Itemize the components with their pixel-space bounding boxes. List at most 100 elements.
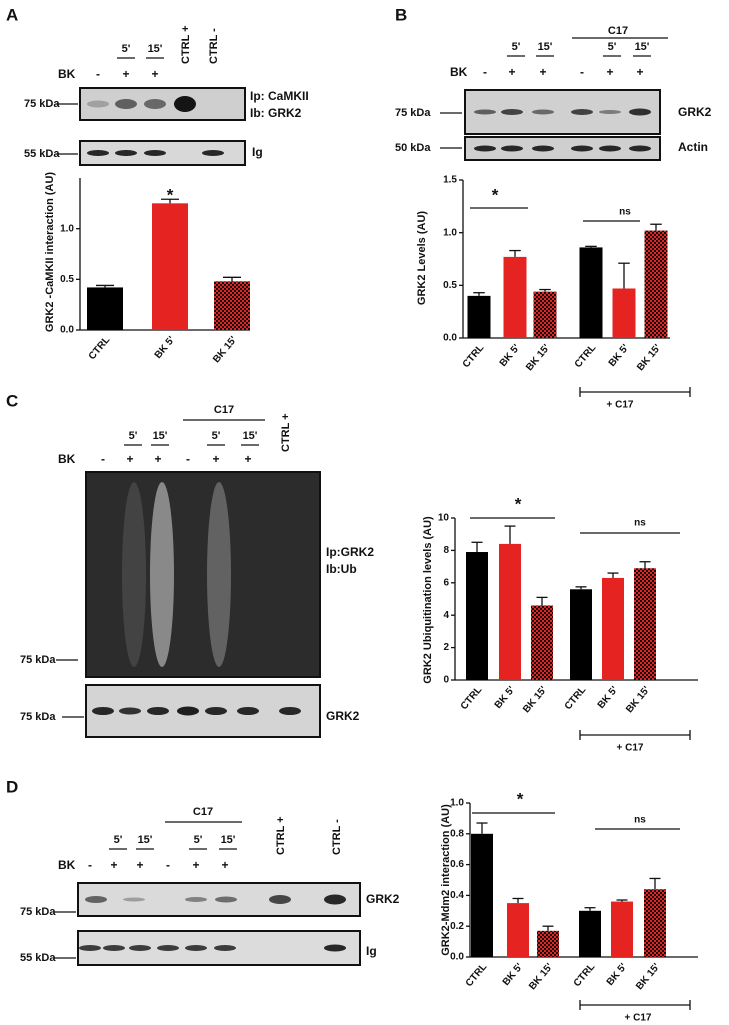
y-axis-label: GRK2 Ubiquitination levels (AU) (422, 516, 434, 684)
time-label: 5' (122, 43, 131, 55)
bar (537, 930, 559, 957)
band (177, 706, 199, 716)
band (202, 150, 224, 156)
lane-sign: + (212, 452, 219, 466)
x-tick-label: CTRL (573, 343, 599, 371)
marker-label: 75 kDa (395, 107, 431, 119)
marker-label: 75 kDa (24, 98, 60, 110)
x-tick-label: CTRL (464, 962, 490, 990)
band (85, 896, 107, 903)
band (474, 145, 496, 152)
bar (499, 543, 521, 680)
y-tick-label: 1.0 (60, 223, 74, 234)
annotation: * (517, 789, 524, 808)
group-label: C17 (608, 25, 628, 37)
y-tick-label: 0.6 (450, 859, 464, 870)
panel-letter: D (6, 777, 18, 796)
bar (87, 287, 123, 330)
marker-label: 50 kDa (395, 142, 431, 154)
band (157, 945, 179, 951)
lane-sign: + (126, 452, 133, 466)
probe-label: Ib: GRK2 (250, 106, 302, 120)
x-tick-label: BK 5' (596, 685, 621, 711)
lane-sign: + (110, 858, 117, 872)
band (532, 145, 554, 152)
lane-sign: + (192, 858, 199, 872)
lane-sign: + (636, 65, 643, 79)
bar (467, 295, 491, 338)
lane-sign: + (122, 67, 129, 81)
control-label: CTRL + (180, 25, 192, 64)
bar (503, 256, 527, 338)
x-tick-label: BK 15' (634, 962, 662, 993)
treatment-label: BK (450, 65, 468, 79)
band (571, 145, 593, 152)
time-label: 5' (212, 430, 221, 442)
band (150, 482, 174, 667)
x-tick-label: BK 15' (624, 685, 652, 716)
lane-sign: + (136, 858, 143, 872)
marker-label: 55 kDa (24, 148, 60, 160)
x-tick-label: BK 15' (527, 962, 555, 993)
bar (579, 247, 603, 338)
probe-label: GRK2 (366, 892, 400, 906)
control-label: CTRL - (208, 28, 220, 64)
bar (471, 833, 493, 957)
band (92, 707, 114, 715)
treatment-label: BK (58, 858, 76, 872)
probe-label: Ip:GRK2 (326, 545, 374, 559)
band (174, 96, 196, 112)
band (123, 897, 145, 902)
probe-label: Ig (366, 944, 377, 958)
y-tick-label: 1.0 (450, 798, 464, 809)
band (129, 945, 151, 951)
band (144, 150, 166, 156)
band (214, 945, 236, 951)
time-label: 15' (635, 41, 650, 53)
bar (466, 552, 488, 680)
panel-letter: B (395, 5, 407, 24)
lane-sign: - (101, 452, 105, 466)
y-tick-label: 10 (438, 513, 450, 524)
y-tick-label: 1.0 (443, 227, 457, 238)
probe-label: Actin (678, 140, 708, 154)
time-label: 15' (153, 430, 168, 442)
annotation: ns (619, 207, 631, 218)
y-tick-label: 0.2 (450, 921, 464, 932)
probe-label: Ig (252, 145, 263, 159)
y-axis-label: GRK2 -CaMKII interaction (AU) (44, 172, 56, 332)
band (87, 100, 109, 108)
group-label: C17 (193, 806, 213, 818)
bar (570, 589, 592, 680)
y-tick-label: 1.5 (443, 175, 457, 186)
lane-sign: + (508, 65, 515, 79)
probe-label: Ib:Ub (326, 562, 357, 576)
lane-sign: + (244, 452, 251, 466)
panel-letter: C (6, 391, 18, 410)
probe-label: Ip: CaMKII (250, 89, 309, 103)
band (501, 145, 523, 152)
bar (611, 901, 633, 957)
lane-sign: + (539, 65, 546, 79)
y-tick-label: 8 (443, 545, 449, 556)
x-tick-label: BK 5' (498, 343, 523, 369)
band (115, 150, 137, 156)
band (115, 99, 137, 109)
band (532, 109, 554, 115)
probe-label: GRK2 (678, 105, 712, 119)
band (629, 108, 651, 116)
annotation: * (167, 185, 174, 204)
band (119, 707, 141, 715)
lane-sign: + (221, 858, 228, 872)
y-tick-label: 0.5 (60, 274, 74, 285)
y-tick-label: 0.0 (60, 325, 74, 336)
y-tick-label: 0.0 (450, 952, 464, 963)
band (215, 896, 237, 903)
band (207, 482, 231, 667)
annotation: ns (634, 815, 646, 826)
bar (214, 281, 250, 330)
band (237, 707, 259, 715)
probe-label: GRK2 (326, 709, 360, 723)
group-label: + C17 (625, 1013, 652, 1024)
